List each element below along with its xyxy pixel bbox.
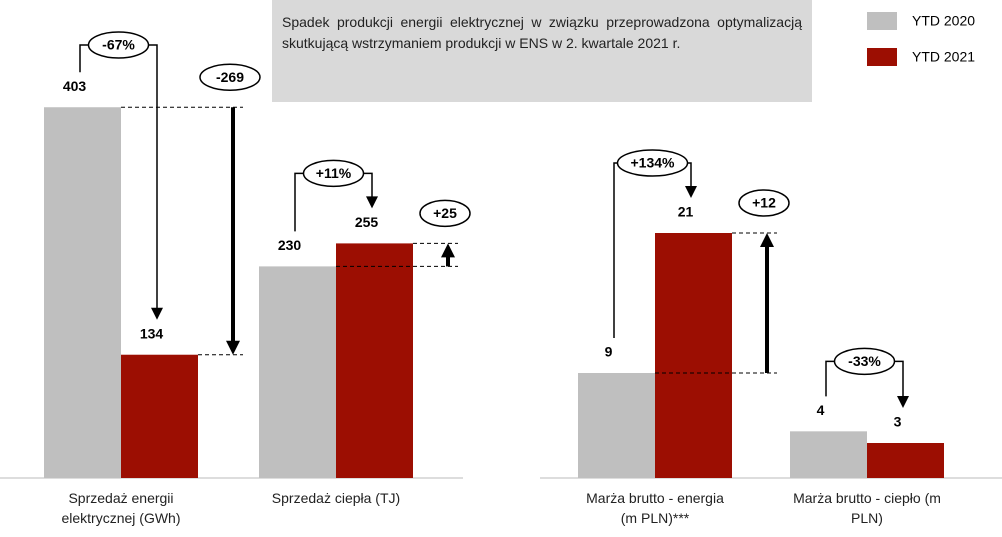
change-oval	[199, 63, 261, 91]
bar	[259, 266, 336, 478]
change-label: -67%	[102, 37, 135, 53]
arrow-head	[366, 196, 378, 209]
bar	[578, 373, 655, 478]
note: Spadek produkcji energii elektrycznej w …	[272, 0, 812, 102]
legend-label: YTD 2020	[912, 13, 975, 29]
category-label: Marża brutto - ciepło (m PLN)	[793, 490, 941, 526]
change-label: +134%	[631, 155, 676, 171]
value-label: 255	[355, 214, 379, 230]
change-label: +25	[433, 205, 457, 221]
bar	[44, 107, 121, 479]
legend-swatch	[867, 48, 897, 66]
legend-label: YTD 2021	[912, 49, 975, 65]
change-label: +12	[752, 195, 776, 211]
arrow-head	[226, 340, 240, 355]
category-label: Sprzedaż energii elektrycznej (GWh)	[61, 490, 181, 526]
arrow-head	[441, 243, 455, 258]
change-label: -269	[216, 69, 244, 85]
arrow-head	[151, 307, 163, 320]
value-label: 403	[63, 78, 87, 94]
arrow-head	[760, 233, 774, 247]
value-label: 134	[140, 325, 164, 341]
value-label: 9	[605, 344, 613, 360]
value-label: 4	[817, 402, 825, 418]
change-label: +11%	[316, 165, 352, 181]
arrow-head	[685, 186, 697, 198]
bar	[790, 431, 867, 478]
change-oval	[419, 199, 471, 228]
change-oval	[616, 149, 689, 177]
value-label: 230	[278, 237, 302, 253]
legend-swatch	[867, 12, 897, 30]
category-label: Marża brutto - energia (m PLN)***	[586, 490, 724, 526]
value-label: 3	[894, 414, 902, 430]
bar	[121, 354, 198, 478]
change-oval	[738, 189, 790, 217]
bar	[655, 233, 732, 478]
arrow-head	[897, 396, 909, 408]
category-label: Sprzedaż ciepła (TJ)	[271, 490, 401, 506]
change-label: -33%	[848, 353, 881, 369]
bar	[336, 243, 413, 478]
value-label: 21	[678, 204, 694, 220]
change-oval	[87, 31, 150, 59]
change-oval	[302, 159, 365, 188]
bar	[867, 443, 944, 478]
change-oval	[833, 347, 896, 376]
